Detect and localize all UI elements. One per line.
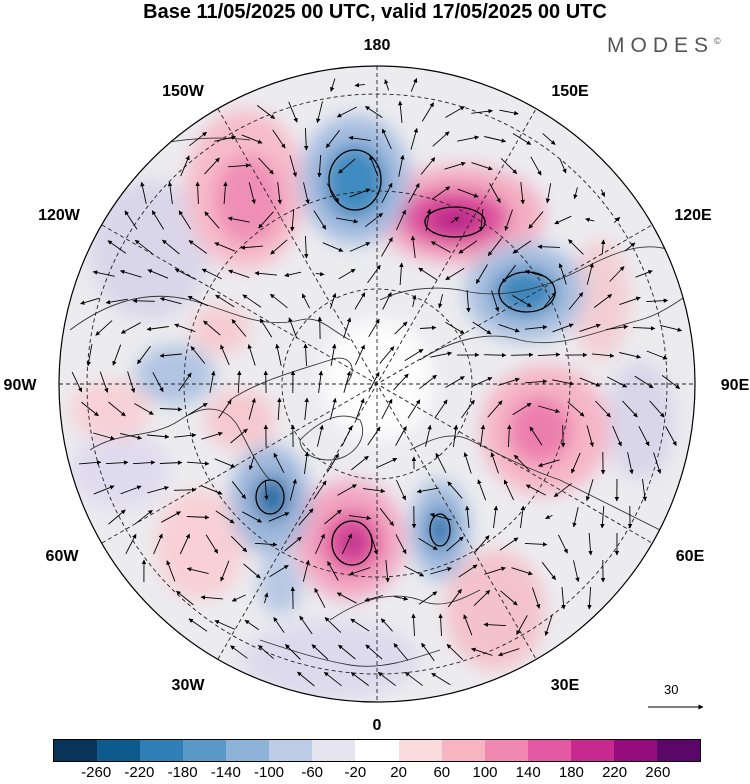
reference-vector-label: 30: [664, 682, 678, 697]
colorbar-segment: [571, 740, 614, 761]
lon-label-150e: 150E: [551, 83, 589, 100]
colorbar-tick-label: 180: [559, 764, 584, 781]
colorbar-segment: [140, 740, 183, 761]
colorbar-tick-label: -220: [124, 764, 154, 781]
polar-map: 180 150E 120E 90E 60E 30E 0 30W 60W 90W …: [0, 0, 750, 735]
lon-label-120w: 120W: [38, 207, 81, 224]
colorbar-segment: [442, 740, 485, 761]
lon-label-180: 180: [364, 37, 391, 54]
colorbar-tick-label: 100: [472, 764, 497, 781]
colorbar-tick-label: -260: [81, 764, 111, 781]
colorbar-tick-label: -60: [301, 764, 323, 781]
colorbar-segment: [657, 740, 700, 761]
colorbar-segment: [226, 740, 269, 761]
colorbar-tick-label: -140: [211, 764, 241, 781]
wind-vector: [174, 490, 196, 491]
lon-label-60w: 60W: [46, 548, 80, 565]
colorbar-segment: [399, 740, 442, 761]
colorbar-segment: [54, 740, 97, 761]
wind-vector: [563, 425, 564, 447]
wind-vector: [133, 301, 155, 302]
lon-label-30w: 30W: [172, 677, 206, 694]
colorbar-tick-labels: -260 -220 -180 -140 -100 -60 -20 20 60 100 140 180 2…: [0, 764, 750, 784]
colorbar-tick-label: -180: [168, 764, 198, 781]
lon-label-90w: 90W: [4, 377, 38, 394]
colorbar-segment: [183, 740, 226, 761]
colorbar: [53, 739, 701, 762]
lon-label-0: 0: [373, 717, 382, 734]
colorbar-segment: [614, 740, 657, 761]
colorbar-segment: [312, 740, 355, 761]
colorbar-tick-label: 60: [433, 764, 450, 781]
colorbar-segment: [269, 740, 312, 761]
lon-label-150w: 150W: [162, 83, 205, 100]
colorbar-segment: [528, 740, 571, 761]
wind-vector: [511, 355, 533, 356]
lon-label-60e: 60E: [676, 548, 705, 565]
wind-vector: [484, 355, 506, 356]
colorbar-tick-label: -100: [254, 764, 284, 781]
lon-label-120e: 120E: [674, 207, 712, 224]
colorbar-tick-label: 20: [390, 764, 407, 781]
colorbar-tick-label: -20: [345, 764, 367, 781]
colorbar-segment: [485, 740, 528, 761]
lon-label-90e: 90E: [721, 377, 750, 394]
colorbar-tick-label: 220: [602, 764, 627, 781]
colorbar-tick-label: 260: [645, 764, 670, 781]
colorbar-segment: [355, 740, 398, 761]
colorbar-tick-label: 140: [516, 764, 541, 781]
lon-label-30e: 30E: [551, 677, 580, 694]
colorbar-segment: [97, 740, 140, 761]
